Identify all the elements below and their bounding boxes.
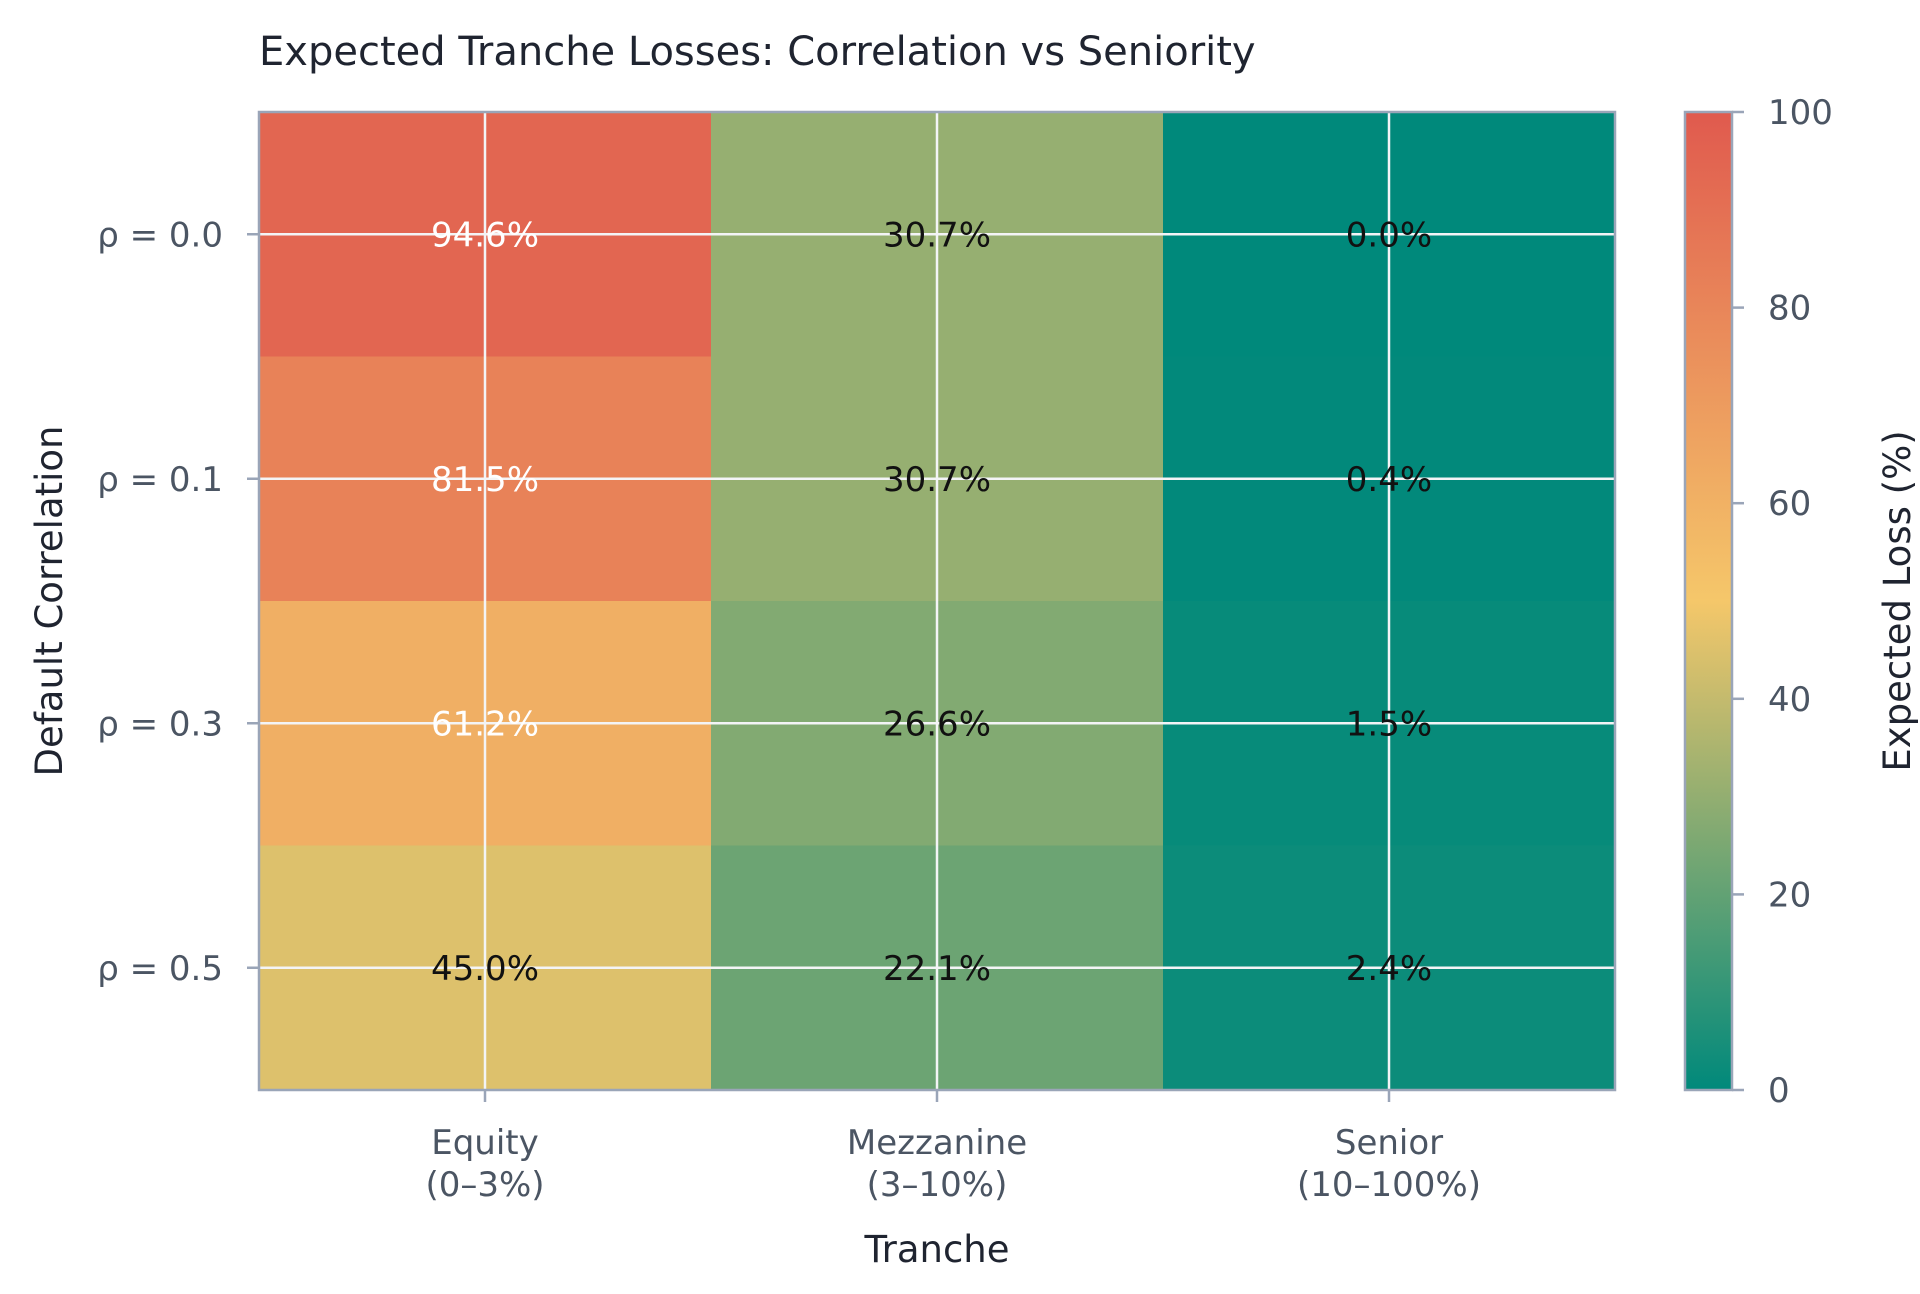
cell-value-label-r0-c0: 94.6% [431, 215, 539, 255]
cell-value-label-r1-c2: 0.4% [1346, 460, 1432, 500]
cell-value-label-r0-c2: 0.0% [1346, 215, 1432, 255]
y-tick-label-0: ρ = 0.0 [97, 215, 223, 255]
y-axis-ticks: ρ = 0.0 ρ = 0.1 ρ = 0.3 ρ = 0.5 [97, 215, 259, 989]
colorbar-ticks: 0 20 40 60 80 100 [1732, 93, 1833, 1111]
cell-value-label-r3-c1: 22.1% [883, 949, 991, 989]
colorbar-tick-label-5: 100 [1768, 93, 1833, 133]
colorbar-tick-label-2: 40 [1768, 680, 1811, 720]
cell-value-label-r2-c1: 26.6% [883, 704, 991, 744]
gridlines [259, 112, 1615, 1090]
cell-value-label-r2-c0: 61.2% [431, 704, 539, 744]
x-tick-label-2-line1: Senior [1335, 1123, 1443, 1163]
colorbar-tick-label-3: 60 [1768, 484, 1811, 524]
colorbar-tick-label-1: 20 [1768, 875, 1811, 915]
x-tick-label-1-line1: Mezzanine [847, 1123, 1027, 1163]
x-tick-label-2-line2: (10–100%) [1297, 1165, 1481, 1205]
chart-title: Expected Tranche Losses: Correlation vs … [259, 29, 1256, 75]
x-axis-label: Tranche [863, 1228, 1009, 1271]
y-tick-label-1: ρ = 0.1 [97, 460, 223, 500]
cell-value-label-r3-c2: 2.4% [1346, 949, 1432, 989]
colorbar-label: Expected Loss (%) [1876, 430, 1919, 771]
cell-value-label-r1-c0: 81.5% [431, 460, 539, 500]
x-tick-label-0-line2: (0–3%) [425, 1165, 544, 1205]
cell-value-labels: 94.6% 30.7% 0.0% 81.5% 30.7% 0.4% 61.2% 26.6% 1.… [431, 215, 1432, 989]
colorbar-tick-label-4: 80 [1768, 289, 1811, 329]
colorbar-tick-label-0: 0 [1768, 1071, 1790, 1111]
y-tick-label-2: ρ = 0.3 [97, 704, 223, 744]
x-axis-ticks: Equity(0–3%) Mezzanine(3–10%) Senior(10–10… [425, 1090, 1481, 1205]
colorbar [1683, 110, 1734, 1092]
y-axis-label: Default Correlation [28, 426, 71, 777]
cell-value-label-r3-c0: 45.0% [431, 949, 539, 989]
cell-value-label-r1-c1: 30.7% [883, 460, 991, 500]
x-tick-label-0-line1: Equity [431, 1123, 539, 1163]
y-tick-label-3: ρ = 0.5 [97, 949, 223, 989]
cell-value-label-r2-c2: 1.5% [1346, 704, 1432, 744]
x-tick-label-1-line2: (3–10%) [867, 1165, 1008, 1205]
cell-value-label-r0-c1: 30.7% [883, 215, 991, 255]
